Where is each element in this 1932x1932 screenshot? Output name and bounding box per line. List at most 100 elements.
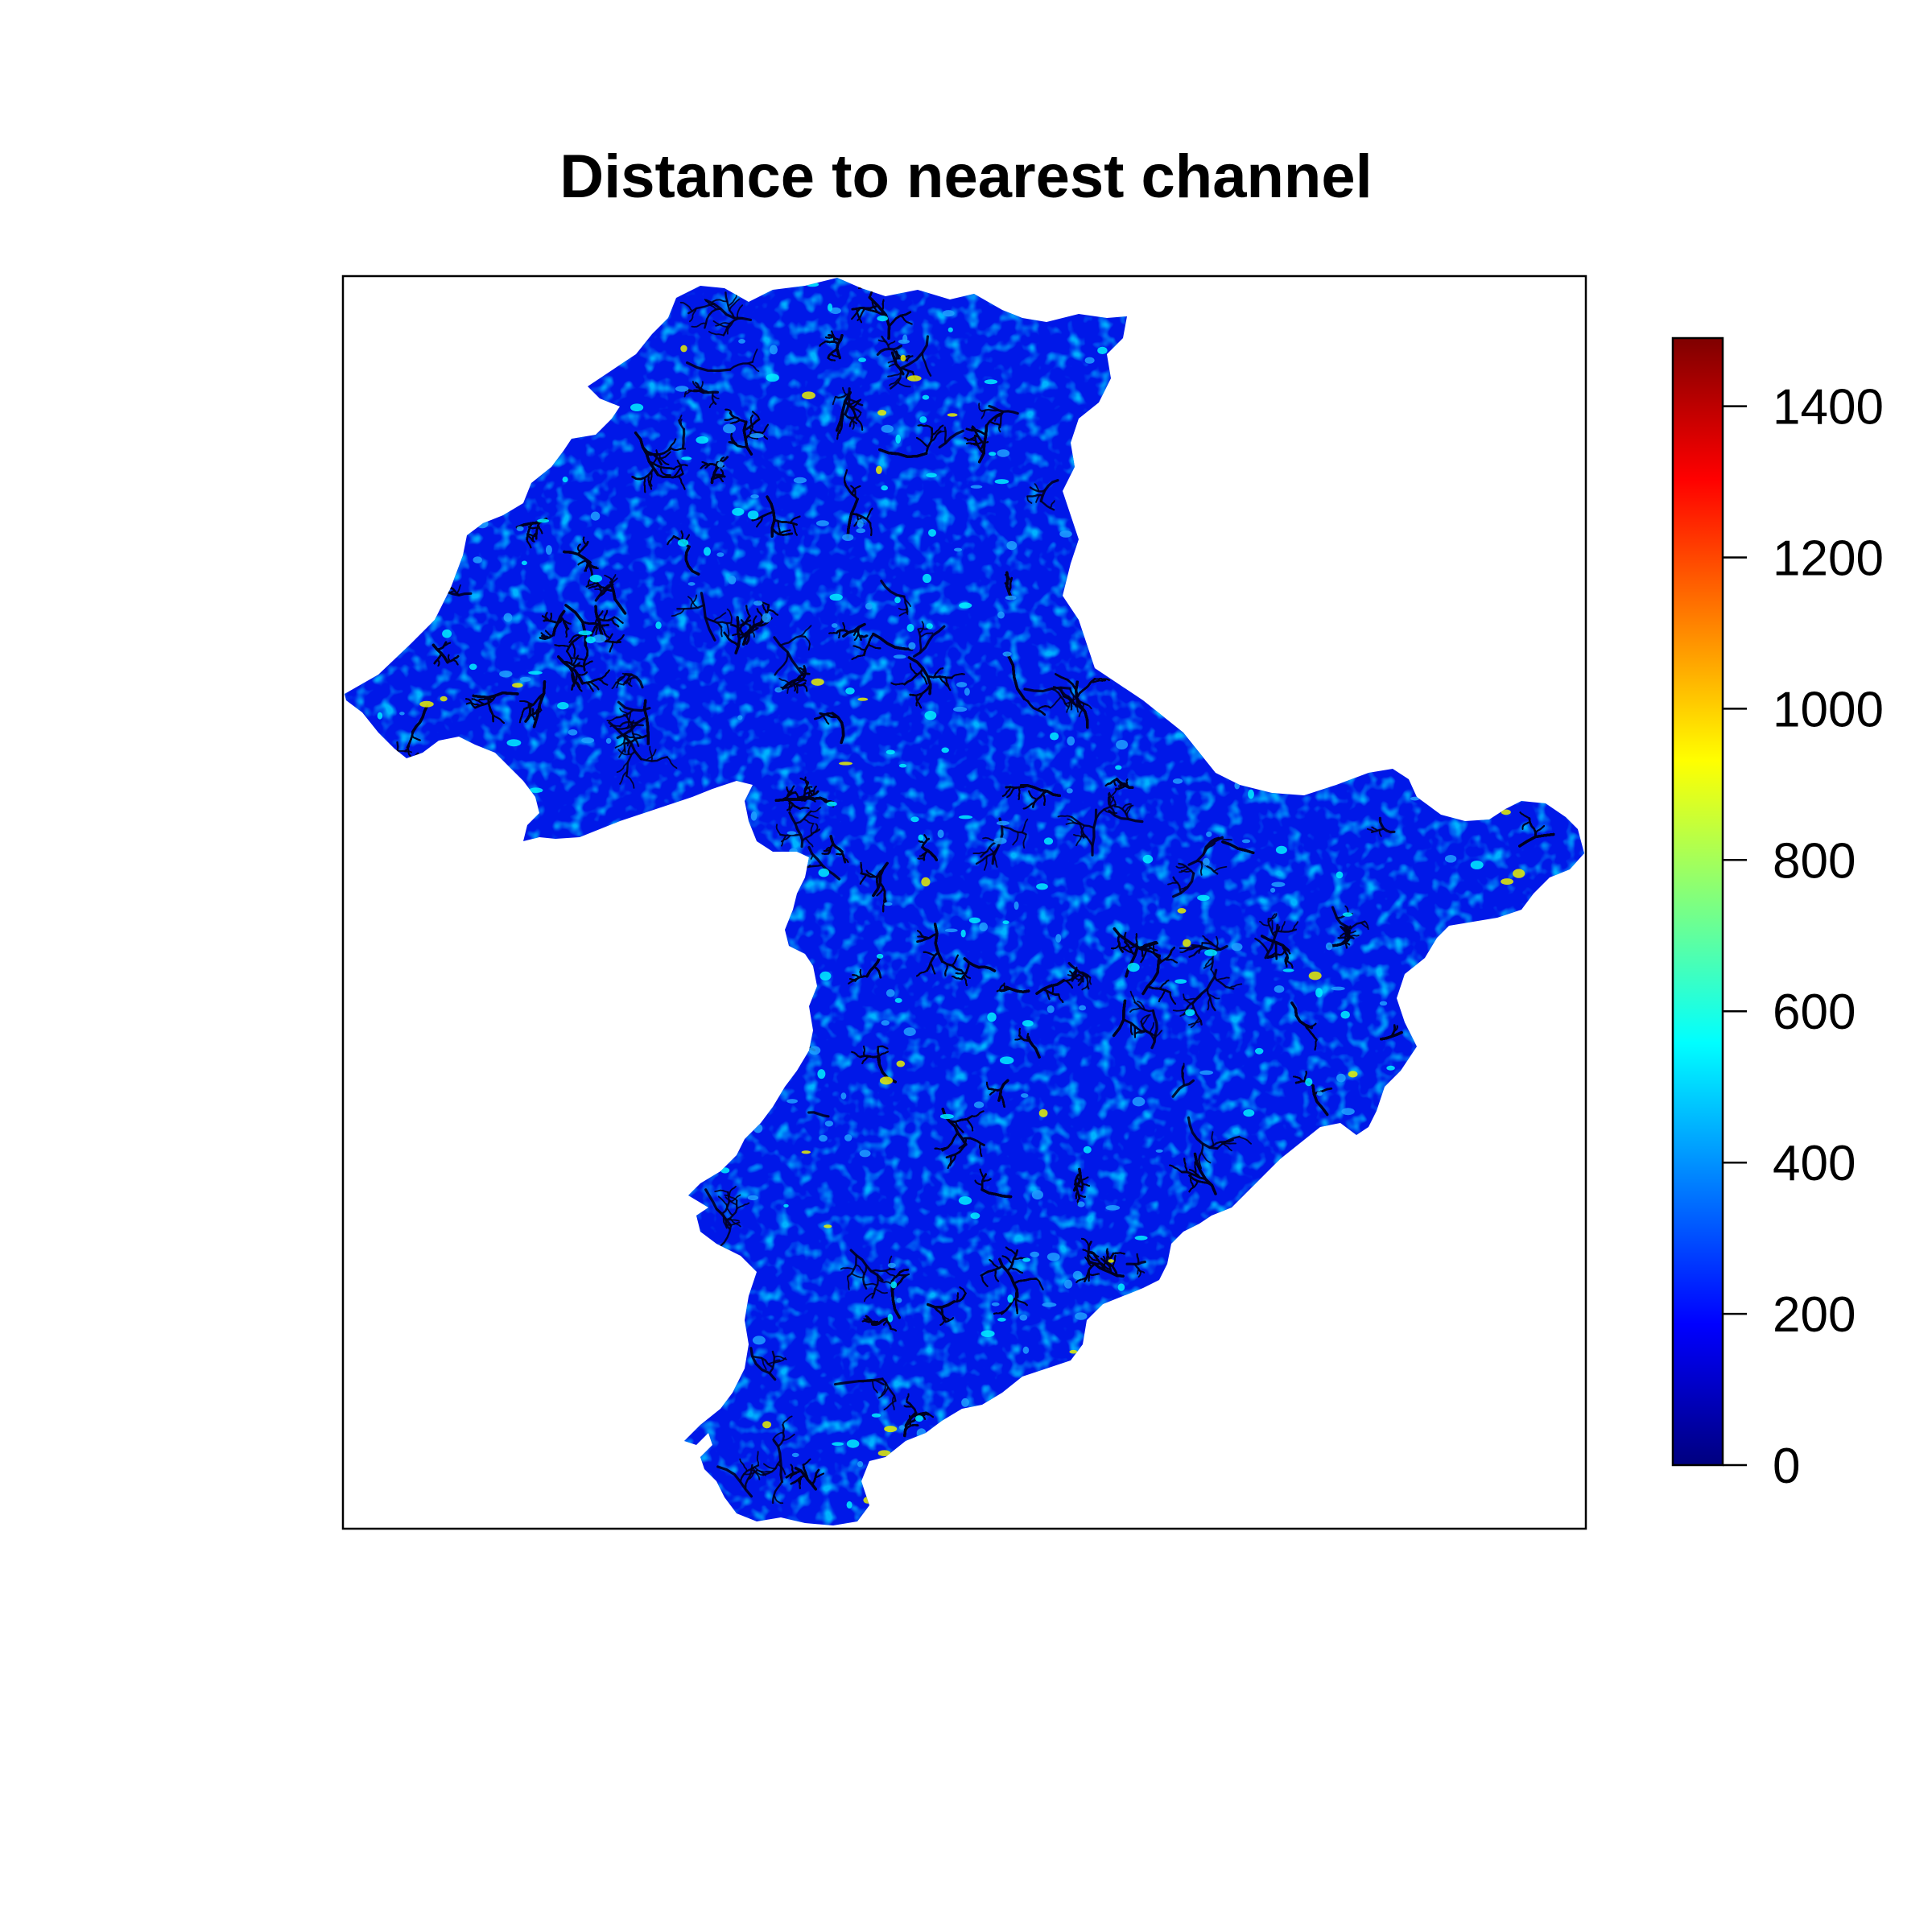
- ridge-spot: [528, 671, 543, 675]
- channel-segment: [876, 344, 902, 356]
- channel-segment: [443, 578, 450, 588]
- ridge-spot: [1155, 1149, 1163, 1153]
- channel-segment: [994, 414, 1002, 422]
- ridge-spot: [1248, 789, 1254, 799]
- ridge-spot: [537, 518, 550, 523]
- channel-segment: [383, 752, 398, 756]
- channel-segment: [1129, 1007, 1142, 1013]
- ridge-spot: [581, 737, 595, 744]
- channel-segment: [610, 574, 617, 582]
- channel-segment: [611, 682, 617, 690]
- channel-segment: [712, 320, 729, 328]
- channel-segment: [1071, 815, 1095, 829]
- channel-segment: [619, 720, 638, 728]
- ridge-spot: [1116, 740, 1129, 749]
- ridge-spot: [876, 465, 882, 474]
- ridge-spot: [750, 811, 758, 821]
- ridge-spot: [842, 534, 854, 541]
- ridge-spot: [894, 997, 902, 1003]
- channel-segment: [442, 575, 448, 593]
- ridge-spot: [857, 1461, 864, 1468]
- channel-segment: [736, 1202, 750, 1210]
- channel-segment: [747, 362, 760, 372]
- channel-segment: [678, 419, 685, 431]
- ridge-spot: [1501, 809, 1511, 815]
- channel-segment: [619, 770, 628, 785]
- ridge-spot: [630, 403, 644, 412]
- ridge-spot: [894, 597, 901, 604]
- channel-segment: [807, 846, 841, 881]
- channel-segment: [801, 828, 820, 842]
- ridge-spot: [964, 687, 970, 696]
- channel-segment: [1201, 942, 1222, 951]
- ridge-spot: [1340, 1010, 1350, 1019]
- ridge-spot: [893, 654, 906, 659]
- channel-segment: [857, 411, 862, 421]
- ridge-spot: [914, 1415, 923, 1422]
- channel-segment: [708, 331, 724, 336]
- channel-segment: [375, 787, 384, 802]
- channel-segment: [704, 299, 753, 321]
- channel-segment: [1021, 818, 1029, 833]
- ridge-spot: [900, 354, 906, 361]
- ridge-spot: [942, 310, 955, 317]
- ridge-spot: [1066, 788, 1073, 794]
- ridge-spot: [440, 696, 448, 702]
- channel-segment: [1178, 862, 1195, 875]
- basin-raster: [345, 262, 1584, 1525]
- channel-segment: [729, 361, 754, 371]
- channel-segment: [724, 1194, 738, 1202]
- ridge-spot: [681, 456, 692, 460]
- channel-segment: [1331, 906, 1352, 930]
- channel-segment: [1238, 1136, 1252, 1145]
- channel-segment: [1378, 829, 1382, 837]
- channel-segment: [1149, 1022, 1155, 1034]
- ridge-spot: [1022, 1257, 1031, 1262]
- ridge-spot: [856, 528, 865, 534]
- ridge-spot: [908, 642, 916, 650]
- ridge-spot: [970, 485, 983, 489]
- channel-segment: [875, 262, 881, 275]
- channel-segment: [715, 322, 731, 327]
- channel-segment: [749, 1047, 761, 1059]
- ridge-spot: [871, 1413, 881, 1418]
- ridge-spot: [1022, 1346, 1030, 1354]
- ridge-spot: [829, 593, 843, 601]
- channel-segment: [796, 683, 799, 694]
- channel-segment: [1181, 1063, 1185, 1072]
- ridge-spot: [521, 560, 527, 566]
- ridge-spot: [1005, 595, 1017, 601]
- ridge-spot: [987, 1012, 997, 1022]
- channel-segment: [1378, 816, 1396, 834]
- channel-segment: [1216, 1135, 1241, 1150]
- ridge-spot: [419, 700, 434, 708]
- channel-segment: [604, 574, 612, 580]
- channel-segment: [1349, 935, 1360, 937]
- channel-segment: [863, 1045, 865, 1057]
- ridge-spot: [1075, 1312, 1088, 1320]
- channel-segment: [615, 673, 627, 684]
- ridge-spot: [1002, 651, 1012, 657]
- channel-segment: [834, 393, 850, 399]
- channel-segment: [690, 594, 698, 609]
- ridge-spot: [937, 829, 944, 839]
- ridge-spot: [994, 479, 1009, 485]
- channel-segment: [679, 301, 694, 312]
- channel-segment: [724, 291, 736, 320]
- channel-segment: [1057, 815, 1073, 818]
- channel-segment: [1140, 1013, 1151, 1022]
- channel-segment: [875, 262, 881, 275]
- channel-segment: [1181, 1070, 1185, 1087]
- ridge-spot: [886, 989, 895, 997]
- channel-segment: [700, 381, 704, 390]
- channel-segment: [1129, 990, 1136, 1003]
- channel-segment: [1065, 822, 1081, 825]
- ridge-spot: [680, 345, 687, 353]
- color-bar-ramp: [1671, 336, 1724, 1467]
- ridge-spot: [811, 678, 824, 686]
- ridge-spot: [747, 1195, 759, 1201]
- channel-segment: [917, 628, 923, 654]
- channel-segment: [616, 762, 629, 774]
- ridge-spot: [916, 1428, 927, 1439]
